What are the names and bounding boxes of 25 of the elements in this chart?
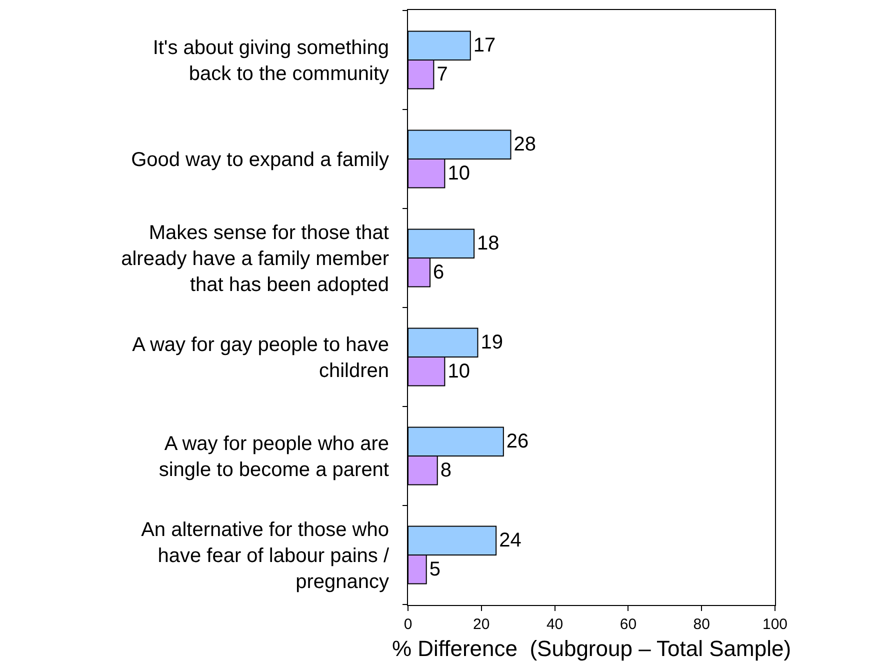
x-tick-label: 40 (546, 616, 564, 633)
y-tick-label: Makes sense for those that already have a family member that has been adopted (121, 222, 390, 296)
data-label: 10 (448, 162, 470, 184)
data-label: 5 (429, 558, 440, 580)
x-axis-title: % Difference (Subgroup – Total Sample) (392, 636, 792, 661)
data-label: 6 (433, 261, 444, 284)
data-label: 24 (499, 530, 522, 552)
data-label: 26 (506, 430, 529, 453)
x-tick-label: 20 (473, 616, 490, 633)
y-tick-label: Good way to expand a family (131, 149, 389, 171)
x-tick-label: 0 (404, 616, 412, 633)
x-tick-label: 80 (693, 616, 710, 633)
x-tick-label: 100 (762, 616, 788, 633)
data-label: 19 (480, 332, 503, 354)
data-label: 28 (514, 134, 536, 156)
data-label: 7 (436, 63, 448, 86)
y-tick-label: It's about giving something back to the community (152, 37, 389, 85)
y-tick-label: A way for people who are single to become a parent (158, 433, 390, 481)
y-tick-label: A way for gay people to have children (132, 334, 389, 382)
x-tick-label: 60 (620, 616, 637, 633)
data-label: 8 (440, 459, 452, 482)
data-label: 18 (477, 232, 500, 255)
y-tick-label: An alternative for those who have fear of labour pains / pregnancy (141, 519, 390, 593)
data-label: 17 (473, 34, 496, 57)
data-label: 10 (448, 360, 470, 382)
